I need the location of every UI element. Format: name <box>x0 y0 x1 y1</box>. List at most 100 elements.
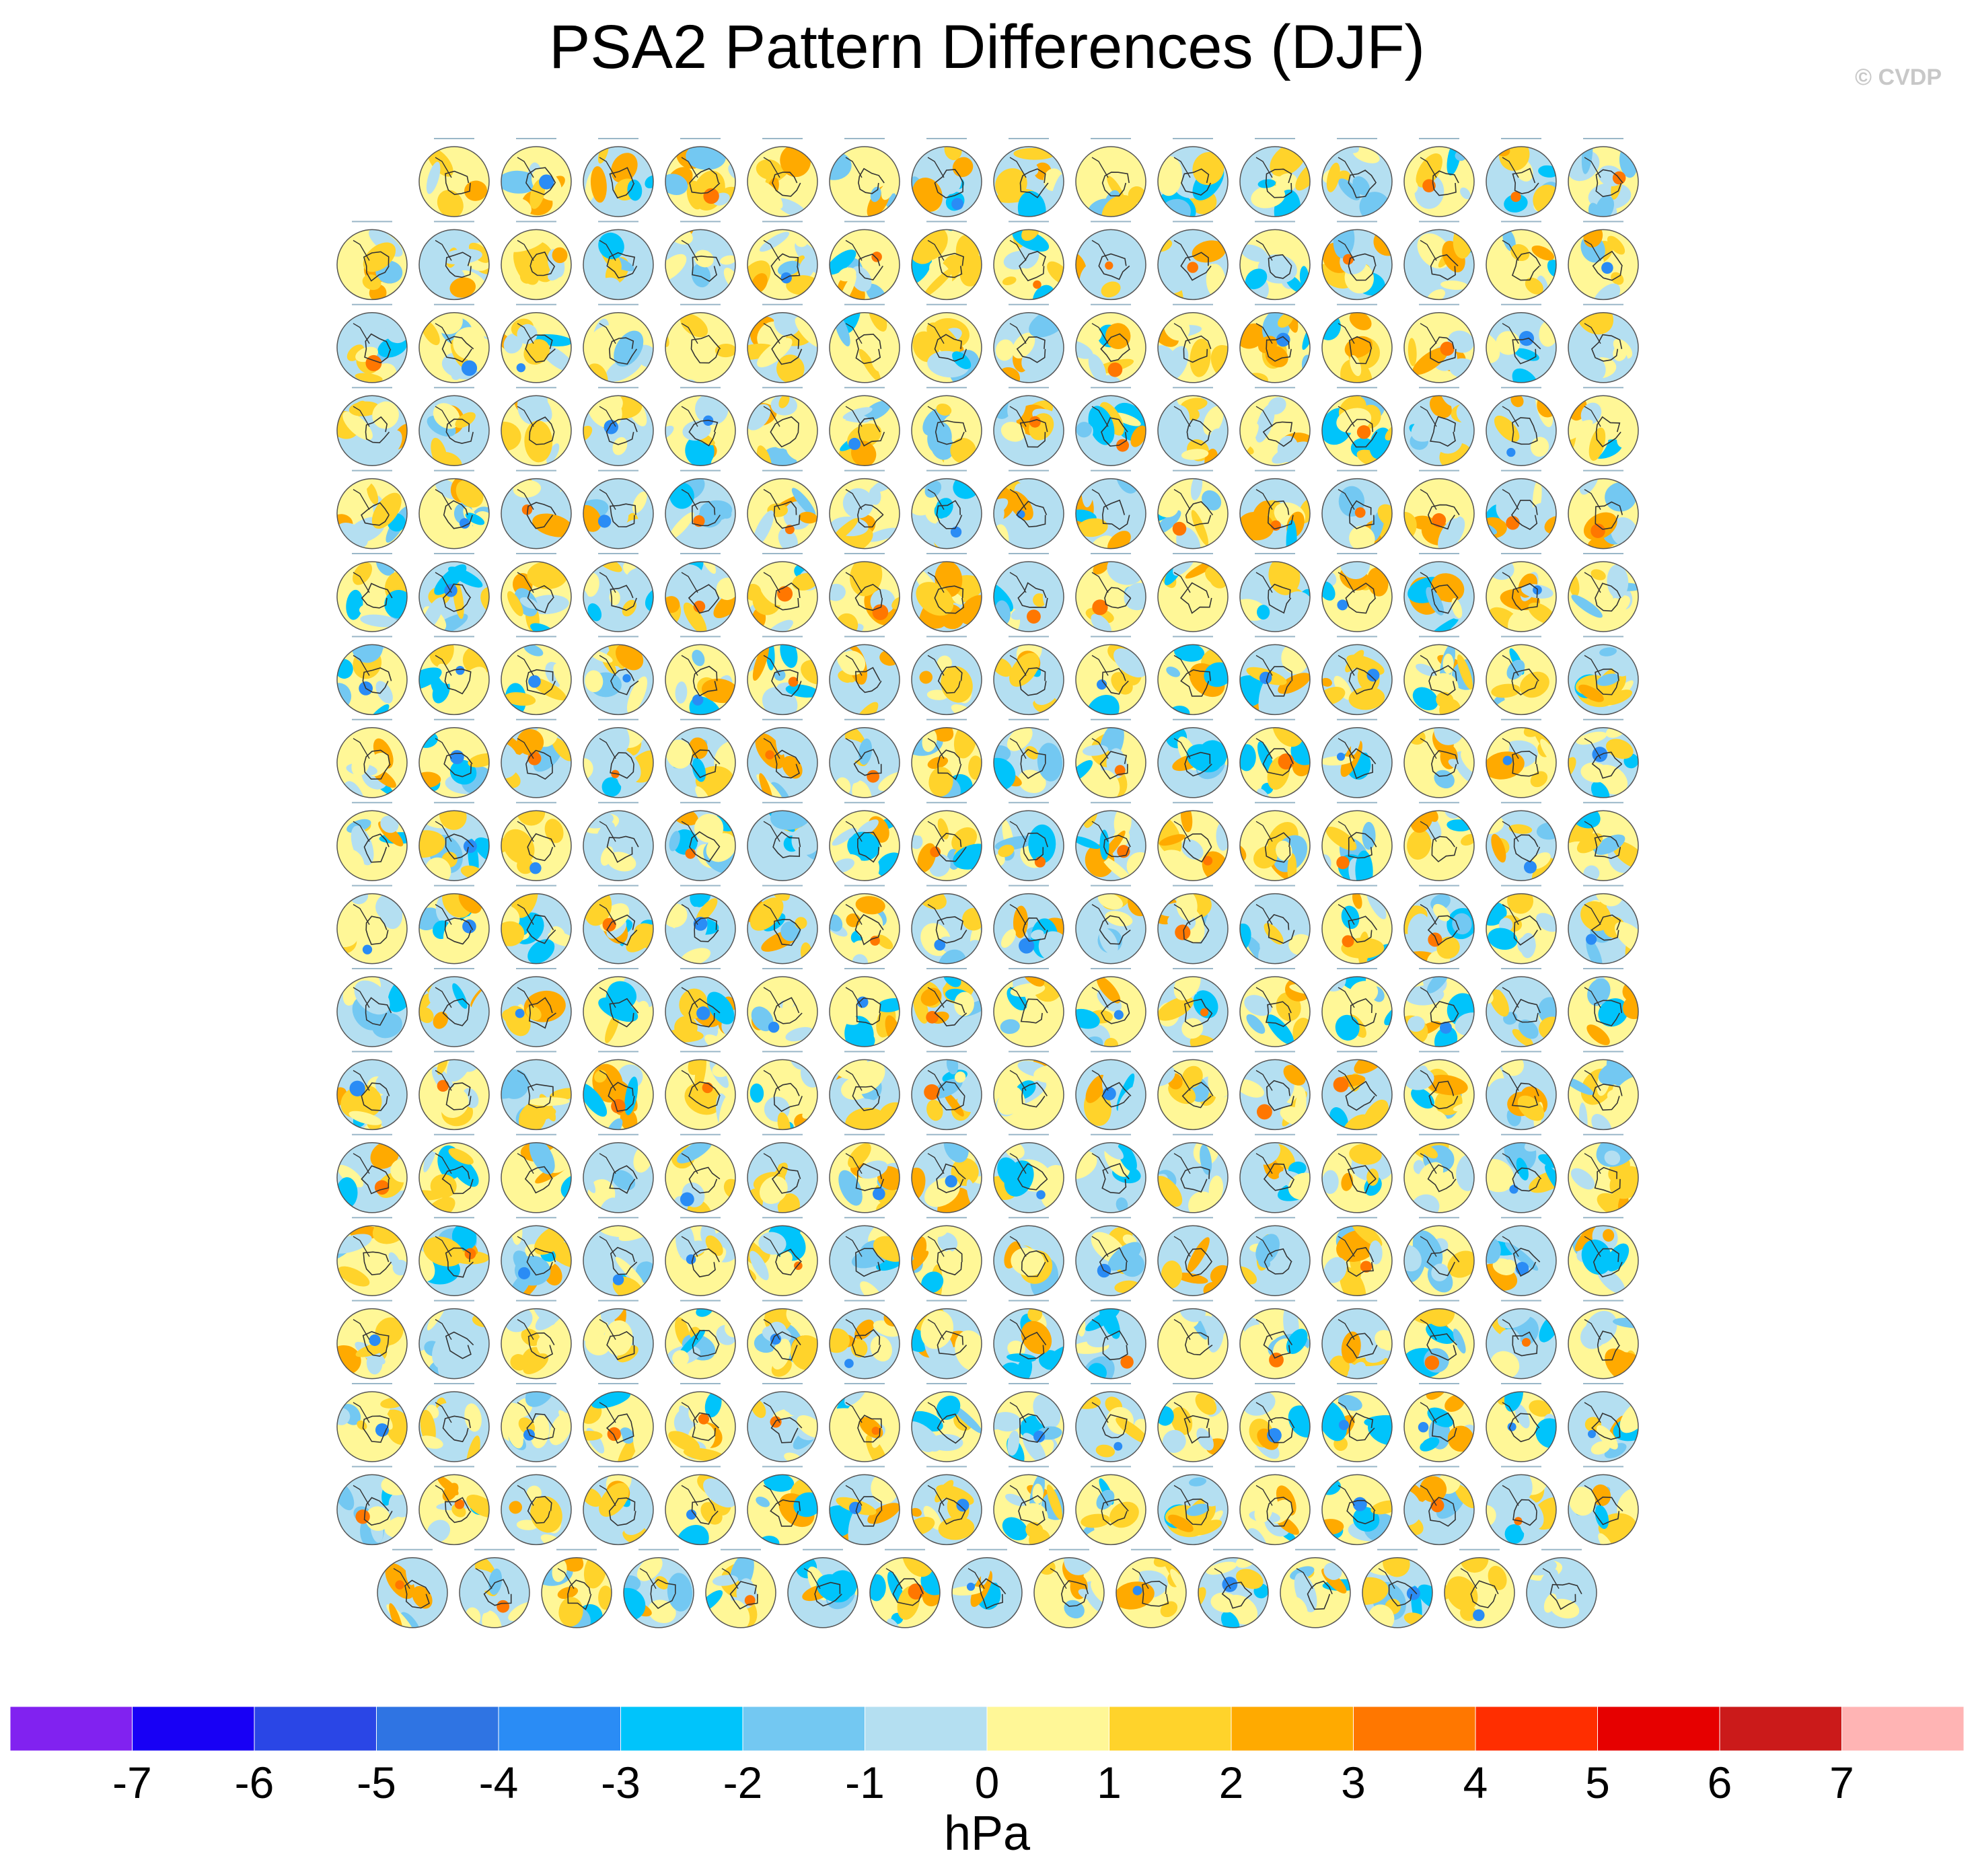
map-panel <box>1568 718 1639 798</box>
map-panel <box>583 802 654 881</box>
colorbar-swatch <box>9 1706 133 1752</box>
map-panel <box>1321 387 1393 466</box>
map-panel <box>418 968 490 1047</box>
map-panel <box>336 636 408 716</box>
map-panel <box>747 387 818 466</box>
map-panel <box>665 303 736 383</box>
panel-grid <box>336 138 1639 1628</box>
map-panel <box>336 968 408 1047</box>
colorbar-tick-label: 6 <box>1707 1758 1732 1807</box>
map-panel <box>705 1548 776 1628</box>
colorbar-tick-label: -2 <box>723 1758 763 1807</box>
map-panel <box>993 553 1064 632</box>
map-panel <box>583 1051 654 1131</box>
map-panel <box>1075 718 1146 798</box>
map-panel <box>501 221 572 301</box>
map-panel <box>459 1548 530 1628</box>
map-panel <box>336 1051 408 1131</box>
map-panel <box>1568 303 1639 383</box>
map-panel <box>1403 968 1475 1047</box>
map-panel <box>1568 968 1639 1047</box>
map-panel <box>418 1466 490 1546</box>
map-panel <box>1075 1466 1146 1546</box>
map-panel <box>501 553 572 632</box>
map-panel <box>1157 1300 1229 1380</box>
map-panel <box>583 636 654 716</box>
map-panel <box>1239 718 1311 798</box>
map-panel <box>1486 1133 1557 1213</box>
map-panel <box>1075 1383 1146 1462</box>
map-panel <box>336 221 408 301</box>
map-panel <box>911 553 982 632</box>
map-panel <box>1568 636 1639 716</box>
map-panel <box>1486 1300 1557 1380</box>
map-panel <box>829 1051 900 1131</box>
map-panel <box>583 1133 654 1213</box>
map-panel <box>1239 968 1311 1047</box>
map-panel <box>829 1217 900 1296</box>
map-panel <box>377 1548 448 1628</box>
map-panel <box>1486 885 1557 965</box>
map-panel <box>993 1217 1064 1296</box>
map-panel <box>501 802 572 881</box>
map-panel <box>1568 553 1639 632</box>
map-panel <box>911 1466 982 1546</box>
map-panel <box>747 553 818 632</box>
colorbar-tick-label: 5 <box>1585 1758 1610 1807</box>
map-panel <box>336 387 408 466</box>
colorbar-swatch <box>1841 1706 1965 1752</box>
map-panel <box>1239 1300 1311 1380</box>
map-panel <box>583 387 654 466</box>
map-panel <box>1239 1217 1311 1296</box>
map-panel <box>829 303 900 383</box>
map-panel <box>501 885 572 965</box>
chart-title: PSA2 Pattern Differences (DJF) <box>548 13 1426 81</box>
map-panel <box>1526 1548 1597 1628</box>
map-panel <box>747 1217 818 1296</box>
map-panel <box>993 1383 1064 1462</box>
map-panel <box>993 1133 1064 1213</box>
map-panel <box>583 968 654 1047</box>
colorbar-units-label: hPa <box>943 1807 1031 1861</box>
colorbar-tick-label: 4 <box>1463 1758 1488 1807</box>
map-panel <box>1486 221 1557 301</box>
map-panel <box>1321 636 1393 716</box>
map-panel <box>336 1133 408 1213</box>
map-panel <box>418 221 490 301</box>
colorbar-swatch <box>1109 1706 1232 1752</box>
map-panel <box>1157 885 1229 965</box>
colorbar-swatch <box>1353 1706 1476 1752</box>
colorbar-tick-label: 0 <box>974 1758 1000 1807</box>
map-panel <box>1239 387 1311 466</box>
map-panel <box>1362 1548 1433 1628</box>
map-panel <box>665 553 736 632</box>
map-panel <box>911 387 982 466</box>
colorbar-swatch <box>254 1706 377 1752</box>
map-panel <box>1568 885 1639 965</box>
map-panel <box>665 1300 736 1380</box>
map-panel <box>993 802 1064 881</box>
map-panel <box>1486 1051 1557 1131</box>
colorbar-tick-label: 2 <box>1218 1758 1244 1807</box>
map-panel <box>665 718 736 798</box>
map-panel <box>1198 1548 1269 1628</box>
map-panel <box>829 718 900 798</box>
map-panel <box>911 968 982 1047</box>
map-panel <box>418 636 490 716</box>
map-panel <box>1403 1383 1475 1462</box>
map-panel <box>336 1300 408 1380</box>
map-panel <box>501 138 572 217</box>
map-panel <box>1075 1133 1146 1213</box>
map-panel <box>501 968 572 1047</box>
map-panel <box>747 1466 818 1546</box>
map-panel <box>1486 553 1557 632</box>
map-panel <box>418 1383 490 1462</box>
map-panel <box>993 221 1064 301</box>
colorbar-tick-label: 7 <box>1829 1758 1854 1807</box>
map-panel <box>1568 138 1639 217</box>
map-panel <box>336 303 408 383</box>
map-panel <box>1239 1466 1311 1546</box>
map-panel <box>747 885 818 965</box>
map-panel <box>665 636 736 716</box>
map-panel <box>1321 1383 1393 1462</box>
